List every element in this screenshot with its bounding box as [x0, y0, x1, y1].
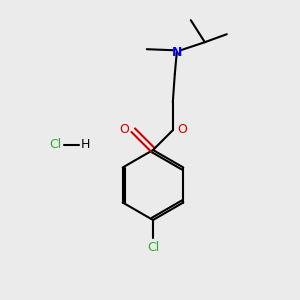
Text: N: N [172, 46, 182, 59]
Text: Cl: Cl [49, 139, 61, 152]
Text: H: H [80, 139, 90, 152]
Text: O: O [119, 123, 129, 136]
Text: Cl: Cl [147, 241, 159, 254]
Text: O: O [177, 123, 187, 136]
